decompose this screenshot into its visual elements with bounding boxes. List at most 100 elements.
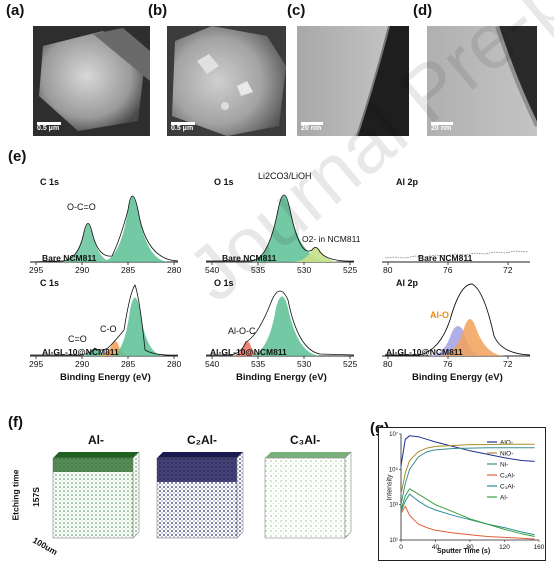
scale-bar — [37, 122, 61, 125]
tick-label: 530 — [297, 265, 312, 275]
xps-panel — [29, 194, 531, 359]
series-line-4 — [400, 493, 535, 536]
tick-label: 535 — [251, 359, 266, 369]
sample-label: Al-GL-10@NCM811 — [210, 347, 287, 357]
tick-label: 76 — [443, 359, 453, 369]
peak-label: Al-O-C — [228, 326, 256, 336]
y-tick-label: 10⁷ — [389, 431, 398, 438]
axis-title: Binding Energy (eV) — [60, 372, 151, 383]
series-line-3 — [400, 505, 535, 540]
spectrum-line — [206, 290, 355, 356]
element-label: Al 2p — [396, 278, 419, 288]
tick-label: 280 — [167, 359, 182, 369]
series-line-0 — [400, 435, 535, 466]
tof-label: Al- — [88, 433, 104, 447]
panel-label-b: (b) — [148, 2, 168, 19]
y-tick-label: 10³ — [389, 503, 398, 509]
x-tick-label: 0 — [399, 544, 403, 551]
peak-fill-c-o — [96, 341, 132, 356]
sample-label: Bare NCM811 — [42, 253, 97, 263]
scale-label: 0.5 μm — [171, 125, 194, 132]
sample-label: Bare NCM811 — [222, 253, 277, 263]
y-axis-title: Intensity — [386, 474, 394, 501]
cube-c2al — [156, 451, 244, 539]
peak-label: O2- in NCM811 — [302, 234, 361, 244]
peak-fill-c-c — [110, 297, 165, 356]
x-tick-label: 160 — [534, 544, 545, 551]
sample-label: Al-GL-10@NCM811 — [42, 347, 119, 357]
peak-fill-o-c-o — [60, 223, 112, 262]
tof-cubes — [52, 451, 352, 539]
scale-bar — [171, 122, 195, 125]
tick-label: 72 — [503, 265, 513, 275]
peak-label: C-O — [100, 324, 117, 334]
tick-label: 295 — [29, 359, 44, 369]
sem-image-a: 0.5 μm — [33, 26, 150, 136]
tick-label: 280 — [167, 265, 182, 275]
tick-label: 290 — [75, 359, 90, 369]
peak-fill-al-o-c — [232, 341, 262, 356]
sample-label: Bare NCM811 — [418, 253, 473, 263]
series-line-5 — [400, 488, 535, 537]
x-tick-label: 120 — [499, 544, 510, 551]
legend-label: Al- — [500, 495, 508, 502]
axis-title: Binding Energy (eV) — [236, 372, 327, 383]
tick-label: 285 — [121, 265, 136, 275]
series-line-1 — [400, 443, 535, 495]
spectrum-line — [384, 250, 529, 259]
cube-al — [52, 451, 140, 539]
tem-image-d: 20 nm — [427, 26, 537, 136]
peak-fill-c-o-double — [80, 348, 110, 356]
tem-image-c: 20 nm — [297, 26, 409, 136]
scale-bar — [431, 122, 453, 125]
series-line-2 — [400, 447, 535, 505]
scale-label: 0.5 μm — [37, 125, 60, 132]
panel-label-e: (e) — [8, 148, 27, 165]
tick-label: 290 — [75, 265, 90, 275]
tick-label: 525 — [343, 359, 358, 369]
scale-label: 20 nm — [431, 125, 452, 132]
element-label: O 1s — [214, 278, 234, 288]
tick-label: 295 — [29, 265, 44, 275]
peak-fill-c-c — [100, 196, 168, 262]
spectrum-line — [30, 284, 179, 356]
legend-label: AlO- — [500, 440, 513, 447]
spectrum-line — [29, 195, 179, 263]
element-label: C 1s — [40, 278, 60, 288]
tick-label: 525 — [343, 265, 358, 275]
legend-label: Ni- — [500, 462, 508, 469]
y-tick-label: 10⁵ — [389, 466, 399, 473]
panel-label-f: (f) — [8, 414, 23, 431]
panel-label-d: (d) — [413, 2, 433, 19]
x-tick-label: 80 — [466, 544, 474, 551]
y-tick-label: 10¹ — [389, 538, 398, 544]
panel-label-a: (a) — [6, 2, 25, 19]
x-tick-label: 40 — [432, 544, 440, 551]
peak-label: O-C=O — [67, 202, 96, 212]
etch-axis: Etching time 157S — [10, 469, 41, 530]
peak-label: C=O — [68, 334, 87, 344]
element-label: Al 2p — [396, 177, 419, 187]
xps-labels: C 1s O 1s Al 2p O-C=O Li2CO3/LiOH O2- in… — [0, 160, 554, 400]
scale-label: 20 nm — [301, 125, 322, 132]
tick-label: 285 — [121, 359, 136, 369]
peak-fill-al-o — [438, 319, 506, 356]
legend-label: NiO- — [500, 451, 513, 458]
tick-label: 80 — [383, 359, 393, 369]
tick-label: 530 — [297, 359, 312, 369]
tof-label: C₂Al- — [187, 433, 217, 447]
peak-label: Al-O — [430, 310, 449, 320]
cube-c3al — [264, 451, 352, 539]
depth-profile-chart: 0 40 80 120 160 10¹ 10³ 10⁵ 10⁷ AlO- NiO- Ni- C₂Al- C… — [378, 427, 546, 561]
sample-label: Al-GL-10@NCM811 — [386, 347, 463, 357]
scale-bar — [301, 122, 323, 125]
tof-label: C₃Al- — [290, 433, 321, 447]
tick-label: 540 — [205, 359, 220, 369]
legend-label: C₃Al- — [500, 484, 515, 491]
legend-label: C₂Al- — [500, 473, 515, 480]
sem-image-b: 0.5 μm — [167, 26, 286, 136]
peak-fill-o2 — [292, 247, 340, 262]
x-axis-title: Sputter Time (s) — [437, 548, 491, 555]
etch-label: Etching time — [10, 469, 21, 521]
element-label: C 1s — [40, 177, 60, 187]
